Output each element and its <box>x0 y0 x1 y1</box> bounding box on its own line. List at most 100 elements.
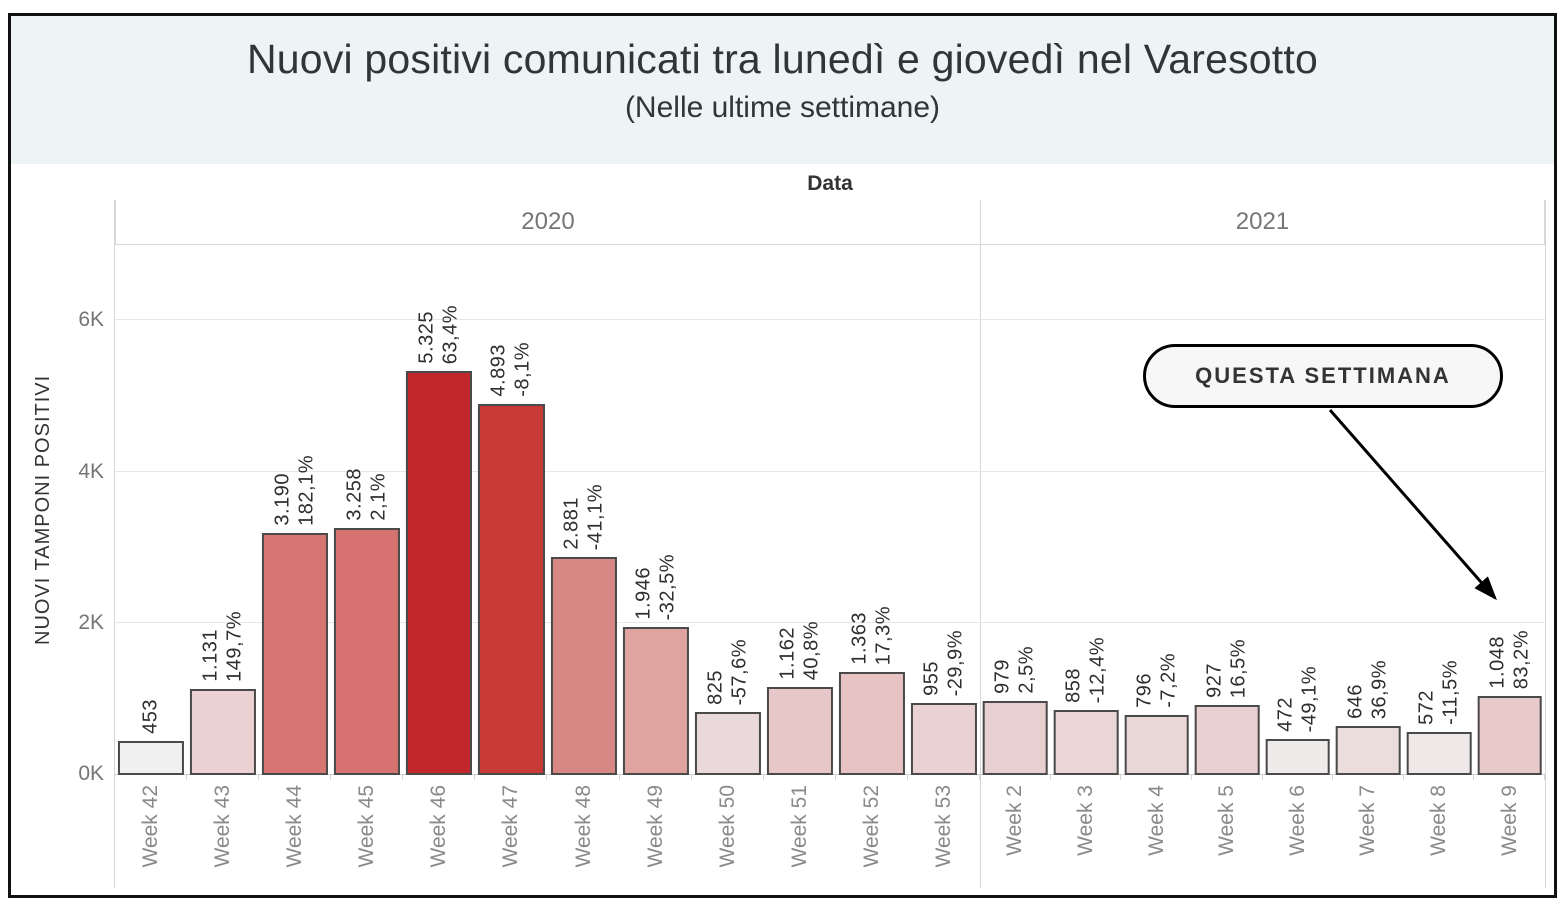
bar-week-4[interactable] <box>1124 715 1189 775</box>
bar-value-labels: 1.946 -32,5% <box>632 554 678 620</box>
y-tick-2k: 2K <box>78 611 104 634</box>
bar-week-6[interactable] <box>1265 739 1331 775</box>
bar-pct-change-label: 36,9% <box>1368 659 1391 719</box>
bar-slot-week-2: 979 2,5% Week 2 <box>980 245 1051 856</box>
bar-pct-change-label: 83,2% <box>1510 629 1533 689</box>
bar-value-label: 979 <box>991 659 1014 694</box>
bar-slot-week-47: 4.893 -8,1% Week 47 <box>475 245 548 868</box>
bar-slot-week-9: 1.048 83,2% Week 9 <box>1474 245 1545 856</box>
bar-value-labels: 4.893 -8,1% <box>487 342 534 397</box>
bar-slot-week-48: 2.881 -41,1% Week 48 <box>547 245 620 868</box>
bar-pct-change-label: -7,2% <box>1157 653 1180 708</box>
bar-value-label: 955 <box>920 661 943 696</box>
bar-value-labels: 796 -7,2% <box>1133 653 1180 708</box>
bar-week-8[interactable] <box>1406 732 1472 775</box>
x-tick-label-week-53: Week 53 <box>931 785 955 868</box>
bar-slot-week-43: 1.131 149,7% Week 43 <box>187 245 260 868</box>
bar-value-labels: 5.325 63,4% <box>415 304 462 364</box>
bar-value-labels: 1.048 83,2% <box>1486 629 1533 689</box>
bar-week-2[interactable] <box>983 701 1048 775</box>
pane-divider-line <box>980 200 981 888</box>
bar-value-label: 3.190 <box>271 473 294 526</box>
bar-week-48[interactable] <box>550 557 617 775</box>
x-tick-label-week-5: Week 5 <box>1215 785 1239 856</box>
bar-slot-week-50: 825 -57,6% Week 50 <box>692 245 764 868</box>
x-tick-label-week-2: Week 2 <box>1003 785 1027 856</box>
bar-pct-change-label: -49,1% <box>1298 665 1321 732</box>
bar-week-9[interactable] <box>1477 696 1542 775</box>
bar-value-label: 5.325 <box>415 311 438 364</box>
y-tick-0k: 0K <box>78 762 104 785</box>
gridline-6k <box>115 319 1545 320</box>
bar-slot-week-8: 572 -11,5% Week 8 <box>1404 245 1475 856</box>
bar-value-labels: 572 -11,5% <box>1415 660 1462 725</box>
bar-week-53[interactable] <box>910 703 977 775</box>
bar-week-46[interactable] <box>406 371 473 775</box>
bar-value-labels: 979 2,5% <box>991 646 1038 694</box>
bar-pct-change-label: 63,4% <box>439 304 462 364</box>
bar-value-label: 927 <box>1203 663 1226 698</box>
bar-slot-week-44: 3.190 182,1% Week 44 <box>259 245 332 868</box>
bar-slot-week-53: 955 -29,9% Week 53 <box>908 245 981 868</box>
pane-header-2021: 2021 <box>980 200 1545 244</box>
x-axis-header: Data <box>807 172 853 195</box>
bar-week-44[interactable] <box>262 533 329 775</box>
bar-value-label: 646 <box>1344 684 1367 719</box>
x-tick-label-week-51: Week 51 <box>787 785 811 868</box>
x-tick-label-week-3: Week 3 <box>1073 785 1097 856</box>
bar-week-5[interactable] <box>1194 705 1260 775</box>
pane-header-2020: 2020 <box>115 200 980 244</box>
bar-value-label: 572 <box>1415 690 1438 725</box>
bar-value-labels: 3.258 2,1% <box>343 468 390 521</box>
gridline-2k <box>115 622 1545 623</box>
bar-value-labels: 955 -29,9% <box>920 630 966 696</box>
bar-week-43[interactable] <box>190 689 257 775</box>
bar-week-52[interactable] <box>838 672 905 775</box>
bar-slot-week-49: 1.946 -32,5% Week 49 <box>620 245 692 868</box>
bar-value-label: 1.946 <box>632 567 655 620</box>
annotation-arrow-icon <box>1328 409 1497 601</box>
bar-pct-change-label: 40,8% <box>800 620 823 680</box>
bar-value-label: 1.131 <box>199 629 222 682</box>
bar-slot-week-42: 453 Week 42 <box>115 245 188 868</box>
x-tick-label-week-44: Week 44 <box>283 785 307 868</box>
bar-slot-week-6: 472 -49,1% Week 6 <box>1263 245 1334 856</box>
x-tick-label-week-7: Week 7 <box>1356 785 1380 856</box>
bar-week-51[interactable] <box>766 687 833 775</box>
x-tick-label-week-45: Week 45 <box>355 785 379 868</box>
bar-pct-change-label: -11,5% <box>1439 660 1462 725</box>
x-tick-label-week-43: Week 43 <box>211 785 235 868</box>
x-tick-label-week-6: Week 6 <box>1285 785 1309 856</box>
bar-week-3[interactable] <box>1053 710 1119 775</box>
bar-value-label: 3.258 <box>343 468 366 521</box>
bar-week-42[interactable] <box>117 741 185 775</box>
bar-value-labels: 646 36,9% <box>1344 659 1391 719</box>
y-tick-6k: 6K <box>78 308 104 331</box>
bar-pct-change-label: 16,5% <box>1227 638 1250 698</box>
bar-pct-change-label: -8,1% <box>511 342 534 397</box>
bar-value-labels: 1.131 149,7% <box>199 611 246 682</box>
bar-pct-change-label: -12,4% <box>1086 636 1109 703</box>
annotation-pill: QUESTA SETTIMANA <box>1143 344 1503 408</box>
bar-value-label: 796 <box>1133 673 1156 708</box>
bar-value-labels: 1.162 40,8% <box>776 620 823 680</box>
bar-week-49[interactable] <box>622 627 689 775</box>
x-tick-label-week-4: Week 4 <box>1144 785 1168 856</box>
bar-value-labels: 3.190 182,1% <box>271 455 318 526</box>
bar-week-50[interactable] <box>694 712 761 775</box>
x-tick-label-week-42: Week 42 <box>139 785 163 868</box>
bar-week-7[interactable] <box>1336 726 1401 775</box>
bar-value-label: 1.162 <box>776 627 799 680</box>
x-tick-label-week-9: Week 9 <box>1497 785 1521 856</box>
pane-2021: 979 2,5% Week 2 858 -12,4% Week 3 796 -7,2% Week… <box>980 245 1545 856</box>
bar-value-label: 472 <box>1274 697 1297 732</box>
bar-slot-week-46: 5.325 63,4% Week 46 <box>403 245 476 868</box>
bar-value-label: 4.893 <box>487 344 510 397</box>
bar-pct-change-label: 2,1% <box>367 473 390 521</box>
x-tick-label-week-49: Week 49 <box>643 785 667 868</box>
bar-week-47[interactable] <box>478 404 545 775</box>
bar-value-labels: 2.881 -41,1% <box>560 484 606 550</box>
bar-value-labels: 472 -49,1% <box>1274 665 1321 732</box>
x-tick-label-week-48: Week 48 <box>571 785 595 868</box>
bar-week-45[interactable] <box>334 528 401 775</box>
